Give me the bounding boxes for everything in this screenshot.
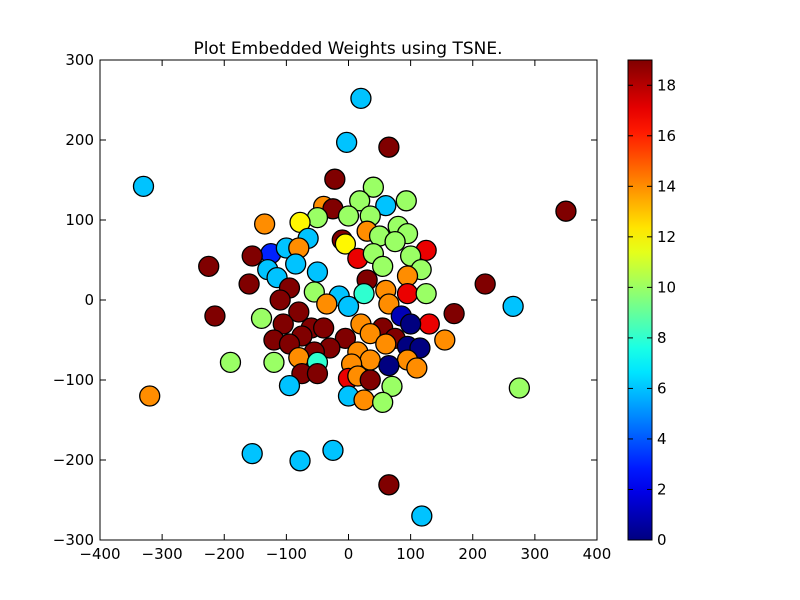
scatter-point: [285, 253, 307, 275]
scatter-point: [238, 273, 260, 295]
colorbar-tick-label: 16: [657, 127, 676, 145]
scatter-point: [204, 305, 226, 327]
scatter-points: [132, 87, 577, 527]
scatter-point: [555, 200, 577, 222]
scatter-point: [132, 175, 155, 198]
colorbar-tick-label: 12: [657, 228, 676, 246]
scatter-point: [324, 168, 346, 190]
x-tick-label: −100: [266, 545, 307, 563]
scatter-point: [337, 295, 360, 318]
x-tick-label: −200: [204, 545, 245, 563]
scatter-point: [198, 255, 220, 278]
colorbar-tick-label: 6: [657, 379, 667, 397]
scatter-point: [334, 233, 357, 255]
scatter-point: [334, 327, 357, 350]
scatter-point: [349, 190, 371, 212]
scatter-point: [219, 351, 242, 374]
scatter-point: [250, 307, 273, 330]
x-tick-label: 100: [396, 545, 425, 563]
scatter-point: [316, 293, 338, 315]
x-tick-label: 0: [344, 545, 354, 563]
y-tick-label: 200: [65, 131, 94, 149]
scatter-point: [384, 230, 406, 253]
scatter-point: [406, 357, 428, 379]
scatter-point: [418, 313, 440, 335]
scatter-point: [312, 317, 335, 339]
scatter-point: [335, 131, 358, 154]
scatter-point: [272, 313, 294, 335]
colorbar-tick-label: 10: [657, 278, 676, 296]
scatter-point: [375, 194, 397, 217]
scatter-point: [288, 301, 310, 323]
scatter-point: [278, 374, 301, 397]
colorbar-gradient: [628, 60, 652, 540]
scatter-point: [359, 369, 381, 391]
y-tick-label: −200: [53, 451, 94, 469]
scatter-point: [378, 136, 400, 158]
colorbar: 0 2 4 6 8 10 12 14 16 18: [627, 59, 676, 549]
colorbar-tick-label: 0: [657, 531, 667, 549]
scatter-point: [289, 450, 311, 472]
y-axis: −300 −200 −100 0 100 200 300: [53, 51, 597, 549]
scatter-point: [241, 245, 263, 267]
scatter-point: [395, 190, 417, 212]
y-tick-label: 100: [65, 211, 94, 229]
colorbar-tick-label: 8: [657, 329, 667, 347]
scatter-point: [359, 322, 381, 345]
scatter-point: [350, 87, 372, 110]
scatter-point: [362, 176, 385, 198]
scatter-point: [411, 505, 433, 527]
y-tick-label: 0: [84, 291, 94, 309]
scatter-point: [337, 205, 360, 227]
scatter-point: [443, 302, 465, 325]
x-tick-label: 400: [583, 545, 612, 563]
scatter-point: [322, 439, 344, 462]
scatter-point: [378, 474, 400, 496]
scatter-point: [353, 282, 375, 305]
scatter-point: [375, 333, 397, 355]
scatter-point: [508, 377, 530, 399]
scatter-point: [378, 354, 400, 377]
scatter-point: [399, 313, 422, 335]
scatter-point: [353, 389, 375, 411]
scatter-point: [269, 289, 291, 311]
scatter-point: [372, 391, 394, 414]
scatter-point: [241, 442, 263, 465]
colorbar-tick-label: 2: [657, 480, 667, 498]
scatter-point: [306, 261, 329, 283]
x-axis: −400 −300 −200 −100 0 100 200 300 400: [79, 60, 611, 563]
scatter-point: [474, 273, 496, 295]
scatter-point: [434, 329, 456, 351]
y-tick-label: −100: [53, 371, 94, 389]
plot-area: [99, 59, 598, 541]
x-tick-label: −400: [79, 545, 120, 563]
scatter-point: [263, 351, 285, 374]
scatter-point: [502, 295, 524, 318]
y-tick-label: 300: [65, 51, 94, 69]
scatter-point: [139, 385, 161, 407]
scatter-point: [396, 282, 419, 305]
colorbar-tick-label: 14: [657, 177, 676, 195]
chart-title: Plot Embedded Weights using TSNE.: [193, 39, 502, 59]
x-tick-label: −300: [142, 545, 183, 563]
scatter-point: [415, 282, 437, 305]
colorbar-tick-label: 4: [657, 430, 667, 448]
scatter-point: [381, 375, 403, 398]
y-tick-label: −300: [53, 531, 94, 549]
x-tick-label: 300: [521, 545, 550, 563]
colorbar-tick-label: 18: [657, 76, 676, 94]
x-tick-label: 200: [458, 545, 487, 563]
scatter-point: [372, 255, 394, 278]
colorbar-ticks: 0 2 4 6 8 10 12 14 16 18: [628, 76, 676, 549]
scatter-point: [253, 213, 276, 235]
scatter-point: [306, 362, 329, 385]
